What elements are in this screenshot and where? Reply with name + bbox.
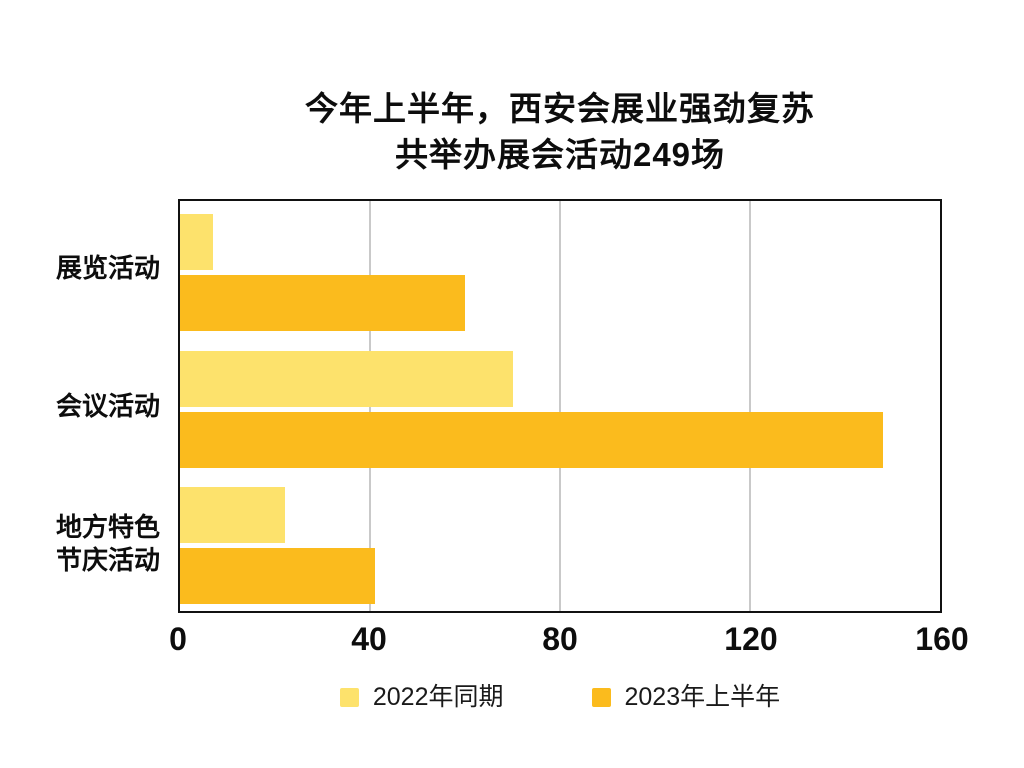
legend-label: 2022年同期 — [372, 683, 504, 711]
bar-series2-category1 — [180, 275, 465, 331]
legend-label: 2023年上半年 — [624, 683, 781, 711]
chart-title: 今年上半年，西安会展业强劲复苏 共举办展会活动249场 — [178, 86, 942, 178]
x-tick-label-0: 0 — [169, 621, 187, 657]
category-label-text: 展览活动 — [56, 252, 160, 285]
category-label-2: 会议活动 — [0, 337, 160, 475]
bar-group-1 — [180, 201, 940, 338]
x-axis-ticks: 0 40 80 120 160 — [169, 621, 969, 659]
bar-series2-category2 — [180, 411, 883, 468]
x-tick-label-120: 120 — [724, 621, 778, 657]
chart-title-line1: 今年上半年，西安会展业强劲复苏 — [305, 90, 815, 127]
bar-group-3 — [180, 474, 940, 611]
x-tick-label-80: 80 — [542, 621, 578, 657]
plot-area — [178, 199, 942, 613]
bar-series1-category3 — [180, 487, 285, 544]
category-label-3: 地方特色 节庆活动 — [0, 475, 160, 613]
y-axis-labels: 展览活动会议活动地方特色 节庆活动 — [0, 199, 160, 613]
bar-group-2 — [180, 338, 940, 475]
category-label-1: 展览活动 — [0, 199, 160, 337]
gridline-120 — [749, 201, 751, 611]
x-tick-label-160: 160 — [915, 621, 969, 657]
x-tick-label-40: 40 — [351, 621, 387, 657]
category-label-line: 会议活动 — [55, 390, 160, 421]
gridline-80 — [559, 201, 561, 611]
legend-swatch-icon — [339, 687, 359, 707]
legend: 2022年同期 2023年上半年 — [178, 683, 942, 711]
category-label-line: 展览活动 — [55, 252, 160, 283]
legend-item-2: 2023年上半年 — [591, 683, 781, 711]
category-label-text: 地方特色 节庆活动 — [56, 511, 160, 577]
category-label-line: 节庆活动 — [55, 545, 160, 575]
legend-swatch-icon — [591, 687, 611, 707]
legend-item-1: 2022年同期 — [339, 683, 504, 711]
bar-series1-category1 — [180, 214, 214, 270]
category-label-line: 地方特色 — [55, 512, 160, 542]
bar-series1-category2 — [180, 350, 513, 407]
category-label-text: 会议活动 — [56, 390, 160, 423]
bar-series2-category3 — [180, 548, 375, 605]
chart-title-line2: 共举办展会活动249场 — [394, 136, 726, 173]
